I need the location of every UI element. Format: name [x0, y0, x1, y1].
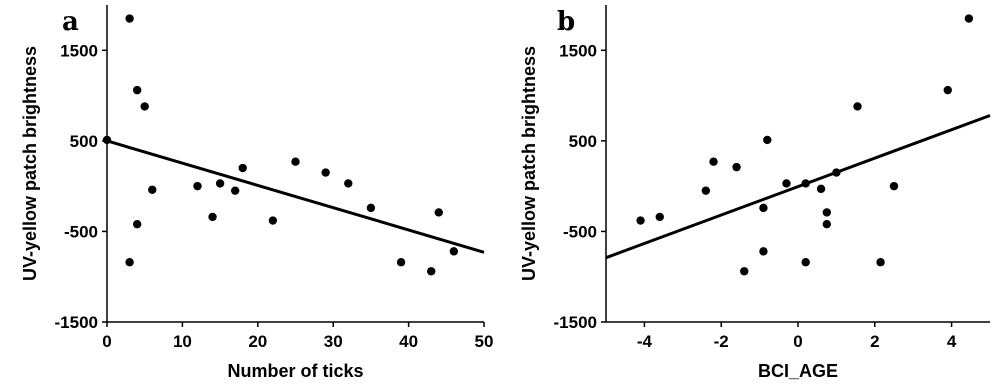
data-point: [321, 168, 330, 177]
y-tick-label: -1500: [554, 313, 597, 332]
data-point: [964, 14, 974, 23]
data-point: [193, 181, 202, 191]
x-tick-label: 2: [870, 332, 879, 351]
x-tick-label: 0: [793, 332, 802, 351]
x-tick-label: 4: [947, 332, 957, 351]
data-point: [102, 135, 112, 145]
regression-line: [106, 139, 485, 254]
data-point: [125, 14, 134, 23]
data-point: [816, 184, 826, 194]
x-tick-label: 10: [173, 332, 192, 351]
y-axis-title: UV-yellow patch brightness: [519, 46, 539, 281]
x-axis-title: BCI_AGE: [758, 361, 838, 381]
x-tick-label: 30: [324, 332, 343, 351]
data-point: [759, 247, 768, 256]
chart-panel-b: b -1500 -500 500 1500 -4 -2 0 2 4 BCI_AGE UV-yellow…: [519, 5, 991, 381]
data-point: [125, 258, 134, 267]
data-point: [132, 219, 142, 229]
data-point: [801, 258, 810, 267]
data-point: [449, 247, 459, 256]
x-axis-title: Number of ticks: [227, 361, 363, 381]
data-point: [655, 212, 664, 222]
y-tick-label: -500: [563, 222, 597, 241]
y-axis-title: UV-yellow patch brightness: [20, 46, 40, 281]
data-point: [822, 219, 831, 229]
x-tick-label: -4: [637, 332, 653, 351]
data-point: [876, 258, 885, 267]
x-tick-label: 20: [248, 332, 267, 351]
data-point: [291, 157, 300, 166]
regression-line: [605, 114, 991, 260]
data-point: [740, 267, 749, 276]
data-point: [427, 267, 436, 276]
data-point: [943, 85, 952, 95]
data-point: [801, 179, 810, 188]
y-tick-label: -500: [64, 222, 98, 241]
data-point: [215, 179, 225, 188]
data-point: [853, 102, 862, 111]
y-tick-label: 500: [569, 132, 597, 151]
data-point: [782, 179, 791, 188]
data-point: [709, 157, 718, 166]
data-point: [822, 208, 831, 217]
data-point: [732, 162, 741, 172]
data-point: [208, 212, 217, 222]
x-tick-label: 0: [102, 332, 111, 351]
y-tick-label: 1500: [60, 41, 98, 60]
chart-panel-a: a -1500 -500 500 1500 0 10 20 30 40 50 Number of ti…: [20, 5, 493, 381]
data-point: [636, 216, 645, 225]
x-tick-label: 50: [475, 332, 494, 351]
data-point: [832, 168, 841, 177]
y-tick-label: -1500: [55, 313, 98, 332]
data-point: [238, 163, 247, 173]
data-point: [759, 203, 768, 213]
data-point: [366, 203, 376, 213]
data-point: [140, 102, 149, 111]
data-point: [434, 208, 443, 217]
data-point: [230, 186, 240, 195]
y-tick-label: 1500: [559, 41, 597, 60]
y-tick-label: 500: [70, 132, 98, 151]
data-point: [889, 181, 899, 191]
data-point: [148, 185, 157, 194]
x-tick-label: -2: [714, 332, 729, 351]
data-point: [763, 135, 772, 145]
x-tick-label: 40: [399, 332, 418, 351]
data-point: [268, 216, 278, 225]
panel-letter: b: [557, 7, 575, 37]
data-point: [344, 179, 353, 188]
data-point: [396, 258, 406, 267]
data-point: [132, 85, 142, 95]
data-point: [701, 186, 711, 195]
panel-letter: a: [62, 7, 79, 37]
